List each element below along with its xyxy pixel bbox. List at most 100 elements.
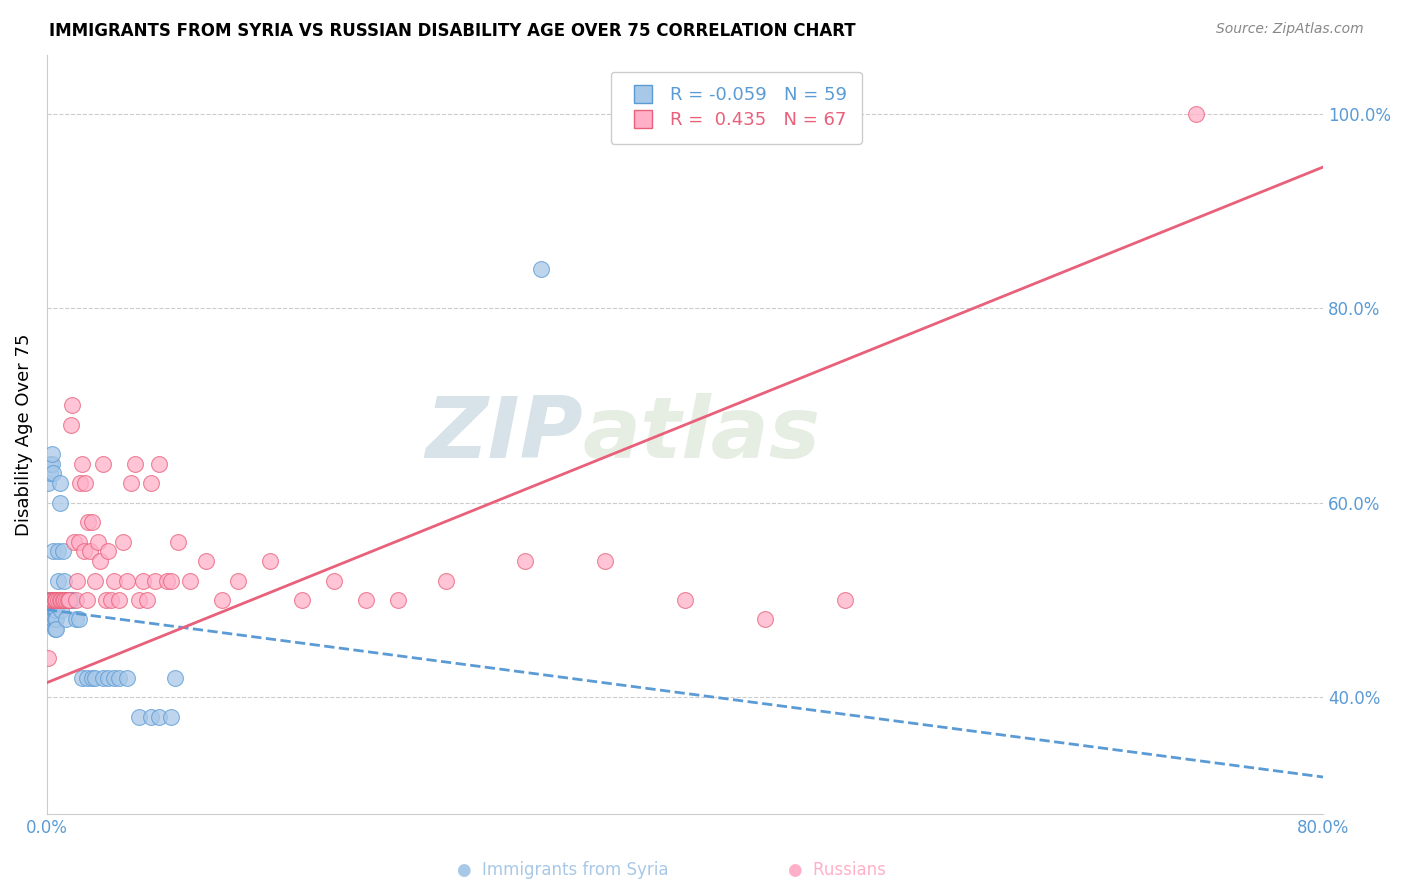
Point [55,593,77,607]
Point [37,651,59,665]
Point [39,603,62,617]
Point [44,593,66,607]
Point [115,671,138,685]
Point [77,515,100,529]
Point [72,544,94,558]
Point [139,709,162,723]
Point [163,671,186,685]
Point [70,457,93,471]
Point [166,534,188,549]
Point [39,467,62,481]
Point [39,593,62,607]
Point [834,593,856,607]
Point [41,612,63,626]
Y-axis label: Disability Age Over 75: Disability Age Over 75 [15,334,32,536]
Point [53,574,76,588]
Point [107,671,129,685]
Point [75,476,97,491]
Point [55,612,77,626]
Point [51,593,73,607]
Point [45,593,67,607]
Point [107,593,129,607]
Point [354,593,377,607]
Point [179,574,201,588]
Point [593,554,616,568]
Point [44,612,66,626]
Point [65,593,87,607]
Text: ZIP: ZIP [425,393,583,476]
Point [83,574,105,588]
Point [128,709,150,723]
Point [100,593,122,607]
Text: IMMIGRANTS FROM SYRIA VS RUSSIAN DISABILITY AGE OVER 75 CORRELATION CHART: IMMIGRANTS FROM SYRIA VS RUSSIAN DISABIL… [49,22,856,40]
Point [41,447,63,461]
Point [323,574,346,588]
Point [37,593,59,607]
Point [51,593,73,607]
Point [44,603,66,617]
Point [434,574,457,588]
Point [42,603,65,617]
Point [42,467,65,481]
Point [103,574,125,588]
Text: ●  Immigrants from Syria: ● Immigrants from Syria [457,861,668,879]
Point [56,593,79,607]
Point [46,593,69,607]
Point [59,593,82,607]
Point [195,554,218,568]
Point [44,593,66,607]
Point [46,593,69,607]
Point [67,612,90,626]
Point [37,593,59,607]
Point [51,603,73,617]
Point [58,593,80,607]
Point [148,457,170,471]
Point [673,593,696,607]
Point [52,593,75,607]
Point [139,476,162,491]
Point [66,574,89,588]
Point [48,496,70,510]
Point [70,671,93,685]
Point [148,709,170,723]
Point [65,612,87,626]
Point [211,593,233,607]
Point [145,574,167,588]
Point [160,574,183,588]
Point [42,544,65,558]
Point [79,544,101,558]
Point [80,671,103,685]
Point [83,671,105,685]
Point [44,622,66,636]
Point [44,593,66,607]
Point [42,593,65,607]
Point [228,574,250,588]
Point [115,574,138,588]
Point [96,544,118,558]
Point [42,593,65,607]
Point [52,544,75,558]
Point [96,671,118,685]
Point [41,603,63,617]
Point [80,515,103,529]
Point [124,457,146,471]
Point [45,622,67,636]
Point [91,457,114,471]
Text: atlas: atlas [583,393,821,476]
Point [46,544,69,558]
Point [37,603,59,617]
Point [42,612,65,626]
Point [62,398,84,412]
Point [530,262,553,277]
Point [39,457,62,471]
Point [259,554,281,568]
Point [63,534,86,549]
Point [76,671,98,685]
Point [45,593,67,607]
Point [48,476,70,491]
Point [46,574,69,588]
Point [41,457,63,471]
Point [58,593,80,607]
Point [53,593,76,607]
Point [39,593,62,607]
